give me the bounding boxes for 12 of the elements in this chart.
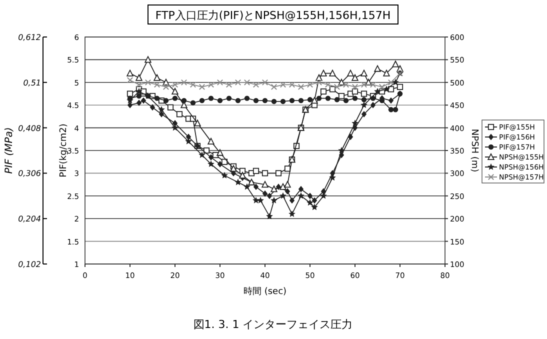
y3-tick-label: 0,204 <box>18 214 41 224</box>
x-axis-title: 時間 (sec) <box>243 286 287 297</box>
y-axis-title: PIF(kg/cm2) <box>59 124 69 178</box>
y2-axis-title: NPSH (m) <box>469 128 479 172</box>
y3-tick-label: 0,408 <box>18 124 41 133</box>
y3-tick-label: 0,102 <box>18 260 41 269</box>
y3-tick-label: 0,51 <box>23 78 41 88</box>
y3-tick-label: 0,612 <box>18 33 41 42</box>
y3-tick-label: 0,306 <box>18 169 41 178</box>
y3-axis-title: PIF (MPa) <box>4 127 15 174</box>
chart-title: FTP入口圧力(PIF)とNPSH@155H,156H,157H <box>155 9 391 22</box>
caption: 図1. 3. 1 インターフェイス圧力 <box>193 318 353 331</box>
